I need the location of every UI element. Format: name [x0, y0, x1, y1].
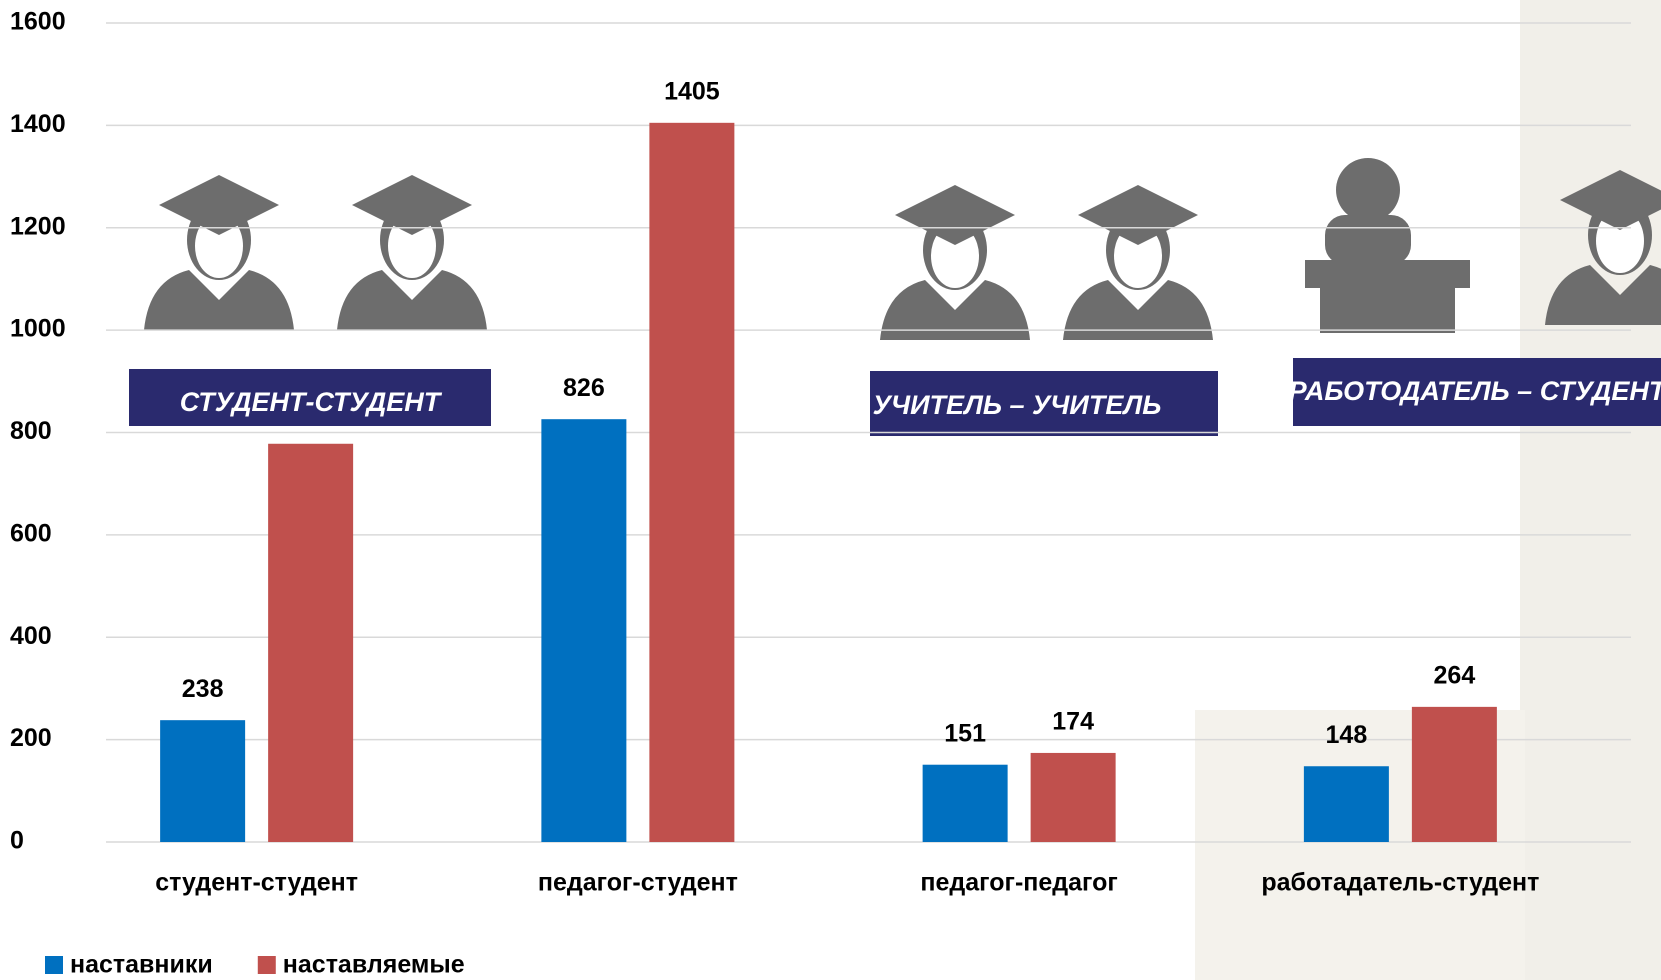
bar — [1304, 766, 1389, 842]
legend-label: наставляемые — [283, 951, 465, 979]
bar — [1412, 707, 1497, 842]
x-tick-label: педагог-педагог — [920, 869, 1117, 897]
y-tick-label: 200 — [10, 724, 52, 752]
banner-text: СТУДЕНТ-СТУДЕНТ — [180, 387, 443, 417]
value-label: 174 — [1052, 708, 1094, 736]
value-label: 238 — [182, 675, 224, 703]
bar — [268, 444, 353, 842]
bar — [541, 419, 626, 842]
x-tick-label: студент-студент — [155, 869, 358, 897]
icon — [880, 185, 1030, 340]
y-tick-label: 1200 — [10, 212, 66, 240]
y-tick-label: 800 — [10, 417, 52, 445]
legend-swatch — [45, 956, 63, 974]
bar — [160, 720, 245, 842]
y-tick-label: 1400 — [10, 110, 66, 138]
legend-label: наставники — [70, 951, 213, 979]
bar — [1031, 753, 1116, 842]
value-label: 1405 — [664, 77, 720, 105]
banner-text: РАБОТОДАТЕЛЬ – СТУДЕНТ — [1289, 376, 1661, 406]
y-tick-label: 400 — [10, 622, 52, 650]
value-label: 826 — [563, 374, 605, 402]
value-label: 264 — [1434, 661, 1476, 689]
y-tick-label: 600 — [10, 519, 52, 547]
icon — [144, 175, 294, 330]
x-tick-label: работадатель-студент — [1261, 869, 1539, 897]
bar — [649, 123, 734, 842]
x-tick-label: педагог-студент — [538, 869, 738, 897]
icon — [337, 175, 487, 330]
y-tick-label: 1000 — [10, 315, 66, 343]
legend-swatch — [258, 956, 276, 974]
banner-text: УЧИТЕЛЬ – УЧИТЕЛЬ — [873, 390, 1162, 420]
icon — [1305, 158, 1470, 333]
bar — [923, 765, 1008, 842]
y-tick-label: 0 — [10, 827, 24, 855]
icon — [1063, 185, 1213, 340]
value-label: 148 — [1326, 721, 1368, 749]
value-label: 151 — [944, 719, 986, 747]
chart: СТУДЕНТ-СТУДЕНТ УЧИТЕЛЬ – УЧИТЕЛЬ РАБОТО… — [0, 0, 1661, 980]
y-tick-label: 1600 — [10, 8, 66, 36]
